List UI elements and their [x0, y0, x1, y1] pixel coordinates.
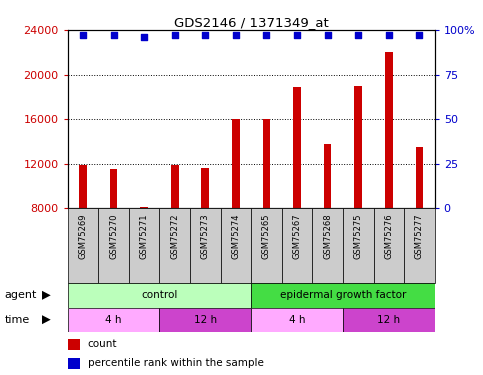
- Bar: [190, 208, 221, 283]
- Bar: [415, 147, 423, 208]
- Bar: [159, 208, 190, 283]
- Bar: [293, 87, 301, 208]
- Bar: [140, 207, 148, 208]
- Text: percentile rank within the sample: percentile rank within the sample: [88, 358, 264, 368]
- Point: [140, 34, 148, 40]
- Text: epidermal growth factor: epidermal growth factor: [280, 290, 406, 300]
- Text: GSM75272: GSM75272: [170, 213, 179, 259]
- Bar: [159, 308, 251, 332]
- Bar: [404, 208, 435, 283]
- Text: count: count: [88, 339, 117, 349]
- Point: [232, 32, 240, 38]
- Bar: [201, 168, 209, 208]
- Title: GDS2146 / 1371349_at: GDS2146 / 1371349_at: [174, 16, 328, 29]
- Bar: [171, 165, 179, 208]
- Text: GSM75275: GSM75275: [354, 213, 363, 259]
- Bar: [251, 208, 282, 283]
- Point: [110, 32, 117, 38]
- Text: 4 h: 4 h: [289, 315, 305, 325]
- Bar: [263, 119, 270, 208]
- Bar: [355, 86, 362, 208]
- Text: GSM75277: GSM75277: [415, 213, 424, 259]
- Bar: [385, 52, 393, 208]
- Text: agent: agent: [5, 290, 37, 300]
- Bar: [232, 119, 240, 208]
- Bar: [373, 208, 404, 283]
- Point: [201, 32, 209, 38]
- Text: GSM75276: GSM75276: [384, 213, 393, 259]
- Bar: [343, 208, 373, 283]
- Bar: [68, 208, 98, 283]
- Text: GSM75270: GSM75270: [109, 213, 118, 259]
- Text: GSM75273: GSM75273: [201, 213, 210, 259]
- Text: GSM75271: GSM75271: [140, 213, 149, 259]
- Text: 4 h: 4 h: [105, 315, 122, 325]
- Point: [415, 32, 423, 38]
- Point: [171, 32, 179, 38]
- Point: [385, 32, 393, 38]
- Bar: [282, 208, 313, 283]
- Text: control: control: [141, 290, 178, 300]
- Bar: [110, 169, 117, 208]
- Bar: [68, 308, 159, 332]
- Bar: [221, 208, 251, 283]
- Text: time: time: [5, 315, 30, 325]
- Point: [263, 32, 270, 38]
- Text: GSM75269: GSM75269: [78, 213, 87, 259]
- Bar: [343, 308, 435, 332]
- Text: 12 h: 12 h: [377, 315, 400, 325]
- Bar: [68, 358, 81, 369]
- Point: [324, 32, 331, 38]
- Bar: [98, 208, 129, 283]
- Bar: [251, 308, 343, 332]
- Text: GSM75265: GSM75265: [262, 213, 271, 259]
- Point: [355, 32, 362, 38]
- Point: [293, 32, 301, 38]
- Bar: [324, 144, 331, 208]
- Bar: [313, 208, 343, 283]
- Bar: [251, 283, 435, 308]
- Text: GSM75267: GSM75267: [293, 213, 301, 259]
- Text: GSM75268: GSM75268: [323, 213, 332, 259]
- Text: 12 h: 12 h: [194, 315, 217, 325]
- Bar: [68, 283, 251, 308]
- Bar: [129, 208, 159, 283]
- Text: GSM75274: GSM75274: [231, 213, 241, 259]
- Bar: [68, 339, 81, 350]
- Point: [79, 32, 87, 38]
- Bar: [79, 165, 87, 208]
